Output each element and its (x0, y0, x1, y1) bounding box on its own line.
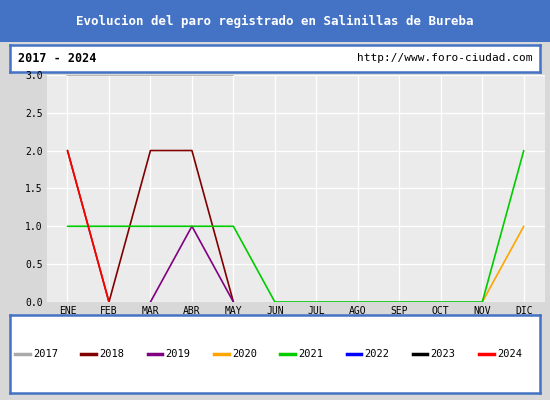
Text: 2018: 2018 (100, 349, 124, 359)
Text: Evolucion del paro registrado en Salinillas de Bureba: Evolucion del paro registrado en Salinil… (76, 14, 474, 28)
Text: 2021: 2021 (298, 349, 323, 359)
Text: 2023: 2023 (431, 349, 456, 359)
Text: 2022: 2022 (365, 349, 389, 359)
Text: 2020: 2020 (232, 349, 257, 359)
Text: 2017 - 2024: 2017 - 2024 (18, 52, 96, 65)
Text: 2017: 2017 (33, 349, 58, 359)
Text: http://www.foro-ciudad.com: http://www.foro-ciudad.com (356, 54, 532, 64)
Text: 2024: 2024 (497, 349, 522, 359)
Text: 2019: 2019 (166, 349, 191, 359)
